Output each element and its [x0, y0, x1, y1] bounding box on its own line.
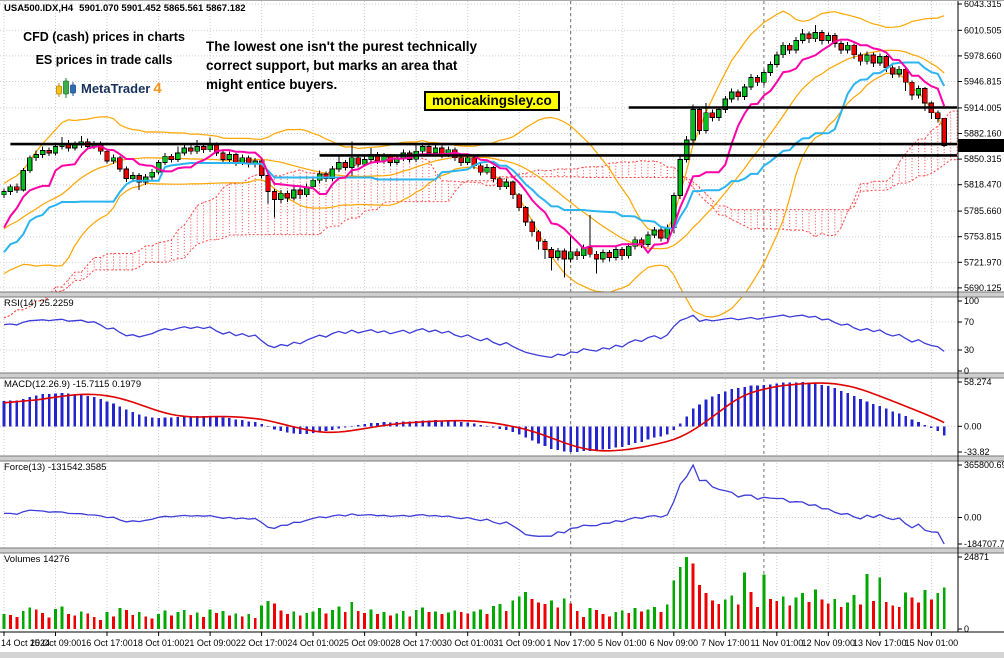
annotation-line-2: correct support, but marks an area that: [206, 58, 458, 73]
macd-histogram: [2, 382, 946, 452]
support-resistance-lines[interactable]: [10, 106, 957, 157]
svg-text:70: 70: [964, 317, 974, 327]
svg-text:5818.470: 5818.470: [964, 180, 1002, 190]
svg-text:22 Oct 17:00: 22 Oct 17:00: [236, 638, 288, 648]
annotation-line-1: The lowest one isn't the purest technica…: [206, 39, 478, 54]
svg-text:31 Oct 09:00: 31 Oct 09:00: [493, 638, 545, 648]
volumes-panel-label: Volumes 14276: [4, 554, 70, 565]
metatrader-logo-icon: [56, 78, 76, 98]
svg-text:5 Nov 01:00: 5 Nov 01:00: [598, 638, 647, 648]
svg-text:5946.815: 5946.815: [964, 77, 1002, 87]
macd-signal-line: [3, 382, 945, 452]
svg-text:5785.660: 5785.660: [964, 206, 1002, 216]
svg-text:24871: 24871: [964, 552, 989, 562]
svg-text:14 Oct 2024: 14 Oct 2024: [1, 638, 50, 648]
logo-number: 4: [153, 79, 162, 97]
panel-separators[interactable]: [0, 291, 1004, 554]
svg-text:5721.970: 5721.970: [964, 257, 1002, 267]
svg-text:-33.82: -33.82: [964, 447, 990, 457]
ichimoku-cloud: [3, 110, 958, 319]
force-panel-label: Force(13) -131542.3585: [4, 462, 107, 473]
svg-text:6 Nov 09:00: 6 Nov 09:00: [650, 638, 699, 648]
svg-text:13 Nov 17:00: 13 Nov 17:00: [853, 638, 907, 648]
svg-text:15 Oct 09:00: 15 Oct 09:00: [30, 638, 82, 648]
svg-text:11 Nov 01:00: 11 Nov 01:00: [750, 638, 803, 648]
svg-text:6043.315: 6043.315: [964, 1, 1002, 9]
volume-bars: [2, 557, 946, 629]
svg-text:5867.182: 5867.182: [963, 141, 1003, 152]
svg-text:21 Oct 09:00: 21 Oct 09:00: [184, 638, 236, 648]
svg-text:25 Oct 09:00: 25 Oct 09:00: [339, 638, 391, 648]
svg-text:28 Oct 17:00: 28 Oct 17:00: [390, 638, 442, 648]
kijun-cyan-line: [3, 61, 946, 253]
metatrader-logo: MetaTrader 4: [55, 77, 162, 99]
current-price-tag: 5867.182: [958, 139, 1004, 152]
grid-layer: [0, 1, 958, 632]
text-note-box: CFD (cash) prices in charts ES prices in…: [12, 26, 196, 72]
svg-text:5882.160: 5882.160: [964, 129, 1002, 139]
svg-text:6010.505: 6010.505: [964, 25, 1002, 35]
annotation-line-3: might entice buyers.: [206, 77, 338, 92]
svg-text:30 Oct 01:00: 30 Oct 01:00: [442, 638, 494, 648]
svg-text:100: 100: [964, 296, 979, 306]
chart-title: USA500.IDX,H4 5901.070 5901.452 5865.561 …: [4, 3, 252, 14]
svg-text:365800.693: 365800.693: [964, 460, 1004, 470]
svg-text:5850.315: 5850.315: [964, 154, 1002, 164]
symbol-name: USA500.IDX,H4: [4, 3, 74, 14]
svg-text:30: 30: [964, 345, 974, 355]
svg-text:16 Oct 17:00: 16 Oct 17:00: [81, 638, 133, 648]
rsi-panel-label: RSI(14) 25.2259: [4, 298, 74, 309]
period-separator-lines: [570, 1, 765, 632]
price-axis-background: [958, 1, 1004, 632]
svg-text:18 Oct 01:00: 18 Oct 01:00: [133, 638, 185, 648]
note-line-2: ES prices in trade calls: [35, 53, 173, 67]
ohlc-values: 5901.070 5901.452 5865.561 5867.182: [79, 3, 246, 14]
svg-text:24 Oct 01:00: 24 Oct 01:00: [287, 638, 339, 648]
watermark-badge: monicakingsley.co: [424, 91, 560, 111]
svg-text:7 Nov 17:00: 7 Nov 17:00: [701, 638, 750, 648]
time-axis[interactable]: [0, 632, 958, 652]
price-axis-labels: 6043.315 6010.505 5978.660 5946.815 5914.005…: [958, 1, 1004, 634]
svg-text:0: 0: [964, 366, 969, 376]
note-line-1: CFD (cash) prices in charts: [23, 30, 185, 44]
svg-text:1 Nov 17:00: 1 Nov 17:00: [546, 638, 595, 648]
svg-text:12 Nov 09:00: 12 Nov 09:00: [802, 638, 856, 648]
svg-text:58.274: 58.274: [964, 377, 992, 387]
svg-text:0.00: 0.00: [964, 421, 982, 431]
svg-text:0.00: 0.00: [964, 513, 982, 523]
svg-text:5690.125: 5690.125: [964, 283, 1002, 293]
bottom-strip: [0, 652, 1004, 658]
price-axis[interactable]: [958, 1, 1004, 632]
force-line: [4, 463, 945, 545]
svg-text:5753.815: 5753.815: [964, 232, 1002, 242]
macd-panel-label: MACD(12.26.9) -15.7115 0.1979: [4, 379, 142, 390]
svg-text:-184707.78: -184707.78: [964, 539, 1004, 549]
upper-band-line: [3, 10, 945, 234]
svg-text:5914.005: 5914.005: [964, 103, 1002, 113]
logo-text: MetaTrader: [81, 80, 151, 96]
svg-text:0: 0: [964, 624, 969, 634]
svg-text:5978.660: 5978.660: [964, 51, 1002, 61]
svg-text:15 Nov 01:00: 15 Nov 01:00: [905, 638, 959, 648]
rsi-line: [3, 314, 945, 359]
annotation-text: The lowest one isn't the purest technica…: [206, 37, 477, 94]
